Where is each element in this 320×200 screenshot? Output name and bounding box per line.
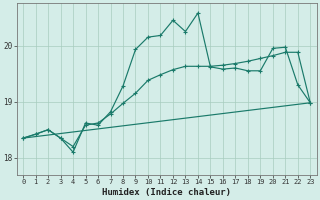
X-axis label: Humidex (Indice chaleur): Humidex (Indice chaleur): [102, 188, 231, 197]
